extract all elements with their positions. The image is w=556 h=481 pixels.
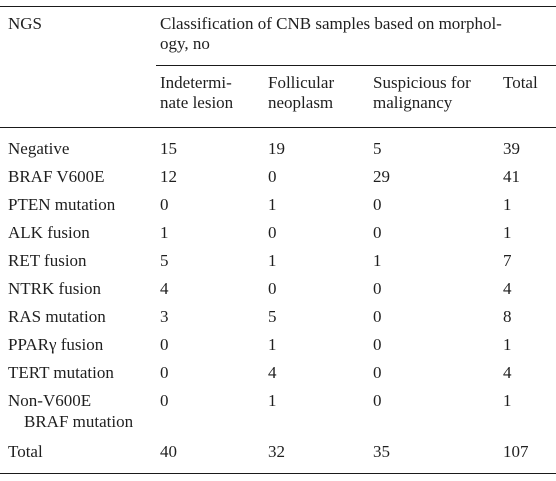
row-value-suspicious: 5 <box>373 139 382 158</box>
row-value-follicular: 1 <box>268 195 277 214</box>
row-value-indeterminate: 12 <box>160 167 177 186</box>
row-value-suspicious: 0 <box>373 363 382 382</box>
row-label: BRAF V600E <box>8 167 105 186</box>
row-value-indeterminate: 5 <box>160 251 169 270</box>
header-suspicious-malignancy: Suspicious for malignancy <box>373 73 471 113</box>
row-value-total: 41 <box>503 167 520 186</box>
row-value-total: 7 <box>503 251 512 270</box>
row-value-follicular: 5 <box>268 307 277 326</box>
table-bottom-rule <box>0 473 556 474</box>
row-label: PTEN mutation <box>8 195 116 214</box>
row-value-indeterminate: 0 <box>160 335 169 354</box>
row-value-total: 1 <box>503 391 512 410</box>
row-value-indeterminate: 0 <box>160 363 169 382</box>
row-value-suspicious: 0 <box>373 195 382 214</box>
row-value-suspicious: 29 <box>373 167 390 186</box>
total-suspicious: 35 <box>373 442 390 461</box>
row-value-total: 39 <box>503 139 520 158</box>
header-suspicious-line1: Suspicious for <box>373 73 471 92</box>
row-value-indeterminate: 1 <box>160 223 169 242</box>
total-follicular: 32 <box>268 442 285 461</box>
row-value-follicular: 19 <box>268 139 285 158</box>
total-indeterminate: 40 <box>160 442 177 461</box>
row-value-indeterminate: 3 <box>160 307 169 326</box>
row-value-total: 4 <box>503 363 512 382</box>
header-classification-line1: Classification of CNB samples based on m… <box>160 14 502 33</box>
header-total: Total <box>503 73 538 93</box>
row-label: PPARγ fusion <box>8 335 104 354</box>
row-label: ALK fusion <box>8 223 90 242</box>
group-header-rule <box>156 65 556 66</box>
header-ngs: NGS <box>8 14 43 33</box>
row-value-suspicious: 0 <box>373 307 382 326</box>
row-value-total: 4 <box>503 279 512 298</box>
row-value-suspicious: 0 <box>373 391 382 410</box>
row-value-suspicious: 0 <box>373 223 382 242</box>
row-label: NTRK fusion <box>8 279 102 298</box>
row-value-indeterminate: 0 <box>160 195 169 214</box>
header-classification-line2: ogy, no <box>160 34 210 53</box>
row-value-follicular: 4 <box>268 363 277 382</box>
row-value-follicular: 1 <box>268 335 277 354</box>
header-suspicious-line2: malignancy <box>373 93 453 112</box>
row-value-indeterminate: 4 <box>160 279 169 298</box>
row-value-total: 1 <box>503 335 512 354</box>
row-value-follicular: 0 <box>268 279 277 298</box>
table-top-rule <box>0 6 556 7</box>
row-label: Negative <box>8 139 70 158</box>
row-value-follicular: 0 <box>268 167 277 186</box>
header-follicular-line1: Follicular <box>268 73 335 92</box>
row-value-follicular: 0 <box>268 223 277 242</box>
row-value-total: 1 <box>503 195 512 214</box>
row-label: RET fusion <box>8 251 87 270</box>
row-value-suspicious: 1 <box>373 251 382 270</box>
header-classification-group: Classification of CNB samples based on m… <box>160 14 552 54</box>
row-label-total: Total <box>8 442 43 461</box>
row-label: TERT mutation <box>8 363 114 382</box>
header-indeterminate-line1: Indetermi- <box>160 73 232 92</box>
row-value-total: 8 <box>503 307 512 326</box>
header-total-line1: Total <box>503 73 538 92</box>
header-follicular-line2: neoplasm <box>268 93 334 112</box>
header-bottom-rule <box>0 127 556 128</box>
row-value-follicular: 1 <box>268 251 277 270</box>
total-overall: 107 <box>503 442 529 461</box>
row-value-suspicious: 0 <box>373 279 382 298</box>
header-indeterminate-line2: nate lesion <box>160 93 234 112</box>
header-indeterminate-lesion: Indetermi- nate lesion <box>160 73 233 113</box>
row-value-total: 1 <box>503 223 512 242</box>
row-label-continuation: BRAF mutation <box>24 412 134 431</box>
header-follicular-neoplasm: Follicular neoplasm <box>268 73 334 113</box>
row-value-indeterminate: 15 <box>160 139 177 158</box>
row-value-follicular: 1 <box>268 391 277 410</box>
row-label: Non-V600E <box>8 391 92 410</box>
row-value-indeterminate: 0 <box>160 391 169 410</box>
row-label: RAS mutation <box>8 307 106 326</box>
row-value-suspicious: 0 <box>373 335 382 354</box>
